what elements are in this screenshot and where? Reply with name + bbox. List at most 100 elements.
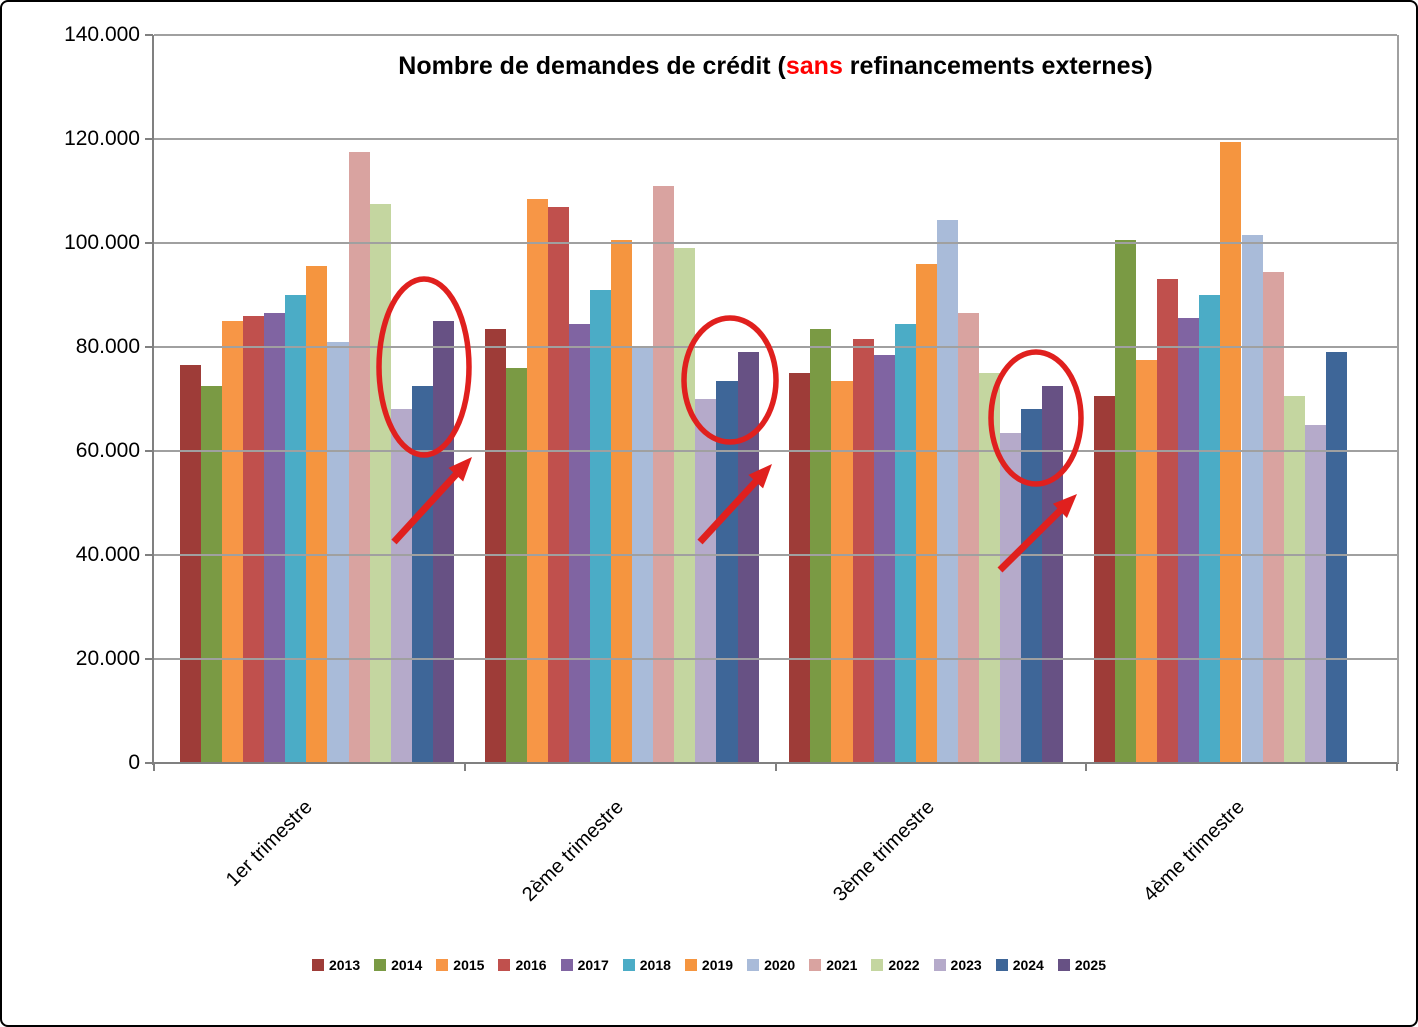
bar-2017-q3 bbox=[873, 354, 895, 763]
bar-2018-q2 bbox=[590, 289, 612, 763]
bar-2025-q2 bbox=[737, 352, 759, 763]
bar-2024-q2 bbox=[716, 380, 738, 763]
bar-2014-q2 bbox=[505, 367, 527, 763]
bar-2019-q3 bbox=[915, 263, 937, 763]
bar-2015-q1 bbox=[222, 321, 244, 763]
y-axis-label: 120.000 bbox=[64, 127, 140, 150]
x-axis-tick bbox=[1396, 764, 1398, 771]
chart-title-highlight: sans bbox=[785, 52, 843, 80]
legend-swatch-2024 bbox=[995, 959, 1008, 971]
chart-title-prefix: Nombre de demandes de crédit ( bbox=[398, 52, 786, 80]
y-axis-label: 60.000 bbox=[75, 439, 140, 462]
x-axis-tick bbox=[463, 764, 466, 771]
legend-item-2018: 2018 bbox=[622, 957, 671, 973]
legend-swatch-2019 bbox=[684, 959, 697, 971]
bar-2016-q3 bbox=[852, 339, 874, 763]
gridline bbox=[154, 346, 1397, 348]
legend-swatch-2013 bbox=[311, 959, 324, 971]
y-axis-tick bbox=[145, 554, 153, 556]
legend-label-2019: 2019 bbox=[701, 957, 734, 973]
chart-title-suffix: refinancements externes) bbox=[842, 52, 1153, 80]
bar-2017-q1 bbox=[264, 313, 286, 763]
bar-2023-q2 bbox=[695, 399, 717, 763]
bar-2020-q3 bbox=[936, 219, 958, 763]
bar-2023-q4 bbox=[1304, 425, 1326, 763]
bar-2015-q3 bbox=[831, 380, 853, 763]
legend-swatch-2023 bbox=[933, 959, 946, 971]
bar-2024-q4 bbox=[1325, 352, 1347, 763]
bar-2022-q1 bbox=[369, 204, 391, 763]
bar-2020-q1 bbox=[327, 341, 349, 763]
x-axis-line bbox=[146, 762, 1399, 764]
y-axis-tick bbox=[145, 346, 153, 348]
bar-2021-q3 bbox=[957, 313, 979, 763]
y-axis-tick bbox=[145, 450, 153, 452]
legend-label-2024: 2024 bbox=[1012, 957, 1044, 973]
bar-2014-q3 bbox=[810, 328, 832, 763]
bar-2016-q4 bbox=[1157, 279, 1179, 763]
bar-2013-q3 bbox=[789, 373, 811, 763]
bar-2016-q1 bbox=[243, 315, 265, 763]
bar-2025-q1 bbox=[432, 321, 454, 763]
bar-2022-q3 bbox=[978, 373, 1001, 763]
bar-2014-q4 bbox=[1115, 240, 1137, 763]
bar-2025-q3 bbox=[1042, 386, 1064, 763]
bar-2021-q2 bbox=[653, 185, 675, 763]
legend-label-2025: 2025 bbox=[1074, 957, 1107, 973]
plot-area bbox=[154, 35, 1397, 763]
gridline bbox=[154, 658, 1397, 660]
legend-swatch-2017 bbox=[560, 959, 573, 971]
legend-label-2018: 2018 bbox=[639, 957, 671, 973]
legend-item-2025: 2025 bbox=[1057, 957, 1107, 973]
legend-swatch-2018 bbox=[622, 959, 635, 971]
gridline bbox=[154, 138, 1397, 140]
y-axis-label: 20.000 bbox=[75, 647, 140, 670]
legend-label-2017: 2017 bbox=[577, 957, 609, 973]
bar-2015-q4 bbox=[1136, 360, 1158, 763]
legend-item-2021: 2021 bbox=[809, 958, 857, 972]
legend-item-2022: 2022 bbox=[871, 957, 920, 973]
legend-label-2015: 2015 bbox=[453, 957, 485, 973]
gridline bbox=[154, 450, 1397, 452]
bar-2018-q3 bbox=[894, 323, 916, 763]
gridline bbox=[154, 242, 1397, 244]
bar-2022-q4 bbox=[1283, 396, 1305, 763]
y-axis-tick bbox=[145, 658, 153, 660]
bar-2021-q4 bbox=[1262, 271, 1284, 763]
bar-2023-q1 bbox=[390, 409, 412, 763]
chart-title: Nombre de demandes de crédit (sans refin… bbox=[154, 52, 1397, 81]
bar-2019-q1 bbox=[306, 266, 328, 763]
x-axis-label: 1er trimestre bbox=[222, 796, 317, 891]
y-axis-label: 80.000 bbox=[75, 335, 140, 358]
legend-label-2022: 2022 bbox=[888, 957, 920, 973]
bar-2013-q4 bbox=[1094, 396, 1116, 763]
bar-2013-q1 bbox=[180, 365, 202, 763]
legend-swatch-2021 bbox=[809, 959, 822, 971]
x-axis-tick bbox=[774, 764, 777, 771]
bar-2019-q4 bbox=[1220, 141, 1242, 763]
bar-2018-q1 bbox=[285, 295, 307, 763]
legend-item-2017: 2017 bbox=[560, 957, 609, 973]
bar-2015-q2 bbox=[526, 198, 548, 763]
legend-swatch-2015 bbox=[436, 959, 449, 971]
bar-2016-q2 bbox=[547, 206, 569, 763]
y-axis-tick bbox=[145, 242, 153, 244]
x-axis-tick bbox=[1085, 764, 1088, 771]
legend: 2013 2014 2015 2016 2017 2018 2019 2020 2021 2022… bbox=[2, 958, 1416, 972]
legend-item-2024: 2024 bbox=[995, 957, 1044, 973]
bar-2014-q1 bbox=[201, 386, 223, 763]
legend-swatch-2014 bbox=[374, 959, 387, 971]
x-axis-label: 4ème trimestre bbox=[1139, 796, 1250, 906]
gridline bbox=[154, 34, 1397, 36]
legend-label-2013: 2013 bbox=[328, 957, 361, 973]
y-axis-line bbox=[152, 35, 154, 765]
y-axis-label: 140.000 bbox=[64, 23, 140, 46]
bar-2020-q4 bbox=[1241, 235, 1263, 763]
legend-item-2019: 2019 bbox=[684, 957, 734, 973]
bar-2018-q4 bbox=[1199, 295, 1221, 763]
legend-item-2015: 2015 bbox=[436, 958, 484, 972]
bar-2017-q2 bbox=[568, 323, 590, 763]
bar-2022-q2 bbox=[674, 248, 696, 763]
bar-2024-q3 bbox=[1021, 409, 1043, 763]
